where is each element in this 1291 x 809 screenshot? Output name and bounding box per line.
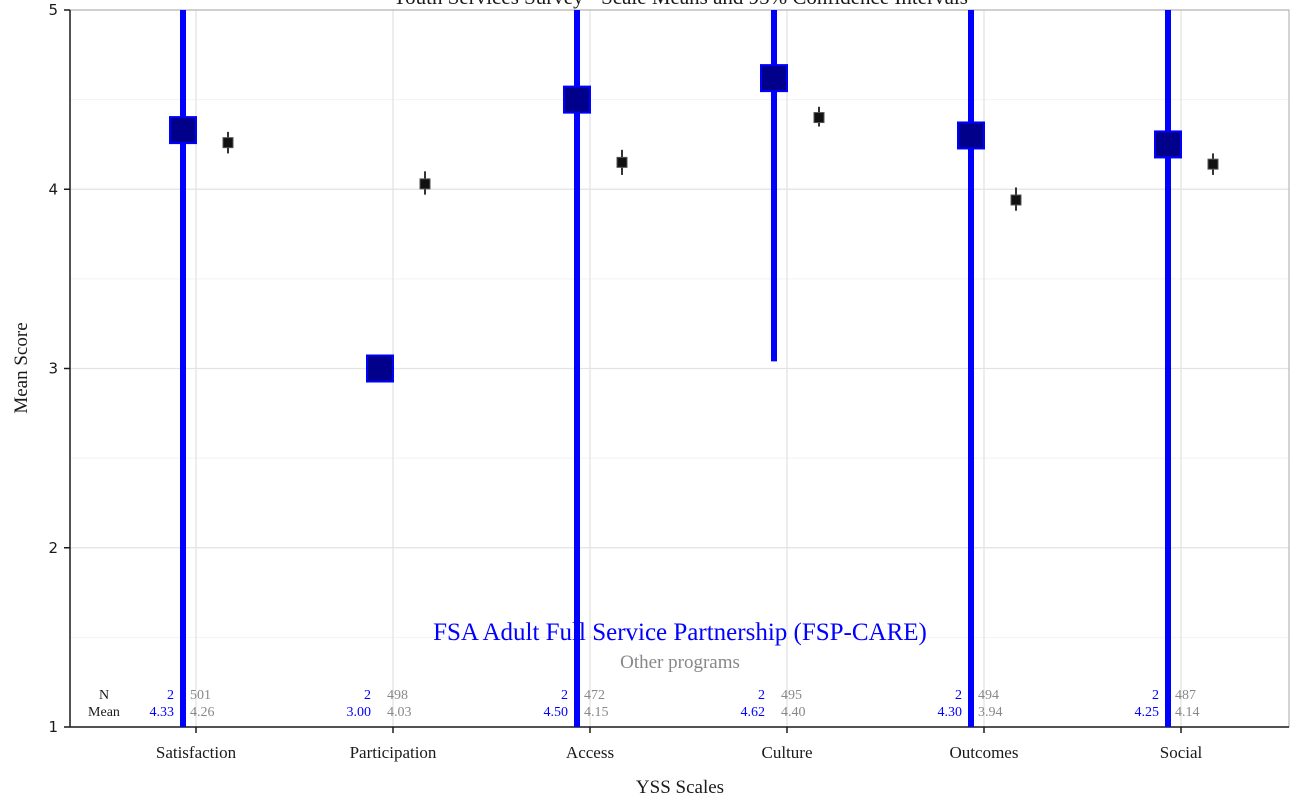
mean-value: 4.25 (1135, 705, 1160, 720)
y-tick-label: 2 (48, 539, 58, 557)
n-value: 487 (1175, 688, 1196, 703)
mean-value: 3.94 (978, 705, 1003, 720)
mean-value: 4.33 (150, 705, 175, 720)
mean-marker (616, 156, 628, 168)
x-tick-label: Satisfaction (156, 743, 237, 762)
mean-value: 4.30 (938, 705, 963, 720)
mean-marker (1207, 158, 1219, 170)
mean-marker (366, 354, 394, 383)
mean-marker (957, 121, 985, 150)
x-tick-label: Outcomes (950, 743, 1019, 762)
mean-marker (1154, 130, 1182, 159)
mean-value: 4.14 (1175, 705, 1200, 720)
x-tick-label: Culture (762, 743, 813, 762)
legend-series-fsp-care: FSA Adult Full Service Partnership (FSP-… (433, 619, 927, 646)
mean-value: 4.50 (544, 705, 569, 720)
table-row-label-mean: Mean (88, 705, 120, 720)
n-value: 2 (1152, 688, 1159, 703)
mean-marker (760, 64, 788, 93)
table-row-label-n: N (99, 688, 109, 703)
mean-marker (1010, 194, 1022, 206)
n-value: 498 (387, 688, 408, 703)
mean-value: 4.15 (584, 705, 609, 720)
mean-value: 3.00 (347, 705, 372, 720)
n-value: 501 (190, 688, 211, 703)
x-tick-label: Participation (350, 743, 437, 762)
x-axis-label: YSS Scales (636, 777, 724, 798)
mean-value: 4.62 (741, 705, 766, 720)
plot-area (70, 9, 1289, 728)
n-value: 472 (584, 688, 605, 703)
y-tick-label: 5 (48, 1, 58, 19)
y-tick-label: 3 (48, 360, 58, 378)
y-tick-label: 4 (48, 180, 58, 198)
n-value: 2 (167, 688, 174, 703)
summary-table: 2 4.33 2 3.00 2 4.50 2 4.62 2 4.30 2 4.25 501 4.26 498… (150, 688, 1200, 720)
n-value: 494 (978, 688, 999, 703)
mean-value: 4.03 (387, 705, 412, 720)
mean-value: 4.40 (781, 705, 806, 720)
legend-series-other-programs: Other programs (620, 652, 740, 673)
n-value: 495 (781, 688, 802, 703)
mean-marker (419, 178, 431, 190)
mean-marker (563, 85, 591, 114)
chart-title: Youth Services Survey - Scale Means and … (392, 0, 968, 9)
y-axis-label: Mean Score (11, 322, 32, 413)
series-1 (222, 106, 1219, 211)
mean-marker (169, 116, 197, 145)
x-tick-label: Access (566, 743, 614, 762)
n-value: 2 (364, 688, 371, 703)
mean-marker (222, 137, 234, 149)
n-value: 2 (561, 688, 568, 703)
axes: 1 2 3 4 5 Satisfaction Participation Access Cult… (48, 1, 1289, 762)
x-tick-label: Social (1160, 743, 1203, 762)
mean-value: 4.26 (190, 705, 215, 720)
y-tick-label: 1 (48, 718, 58, 736)
n-value: 2 (955, 688, 962, 703)
mean-marker (813, 112, 825, 124)
n-value: 2 (758, 688, 765, 703)
series-0 (169, 10, 1182, 727)
